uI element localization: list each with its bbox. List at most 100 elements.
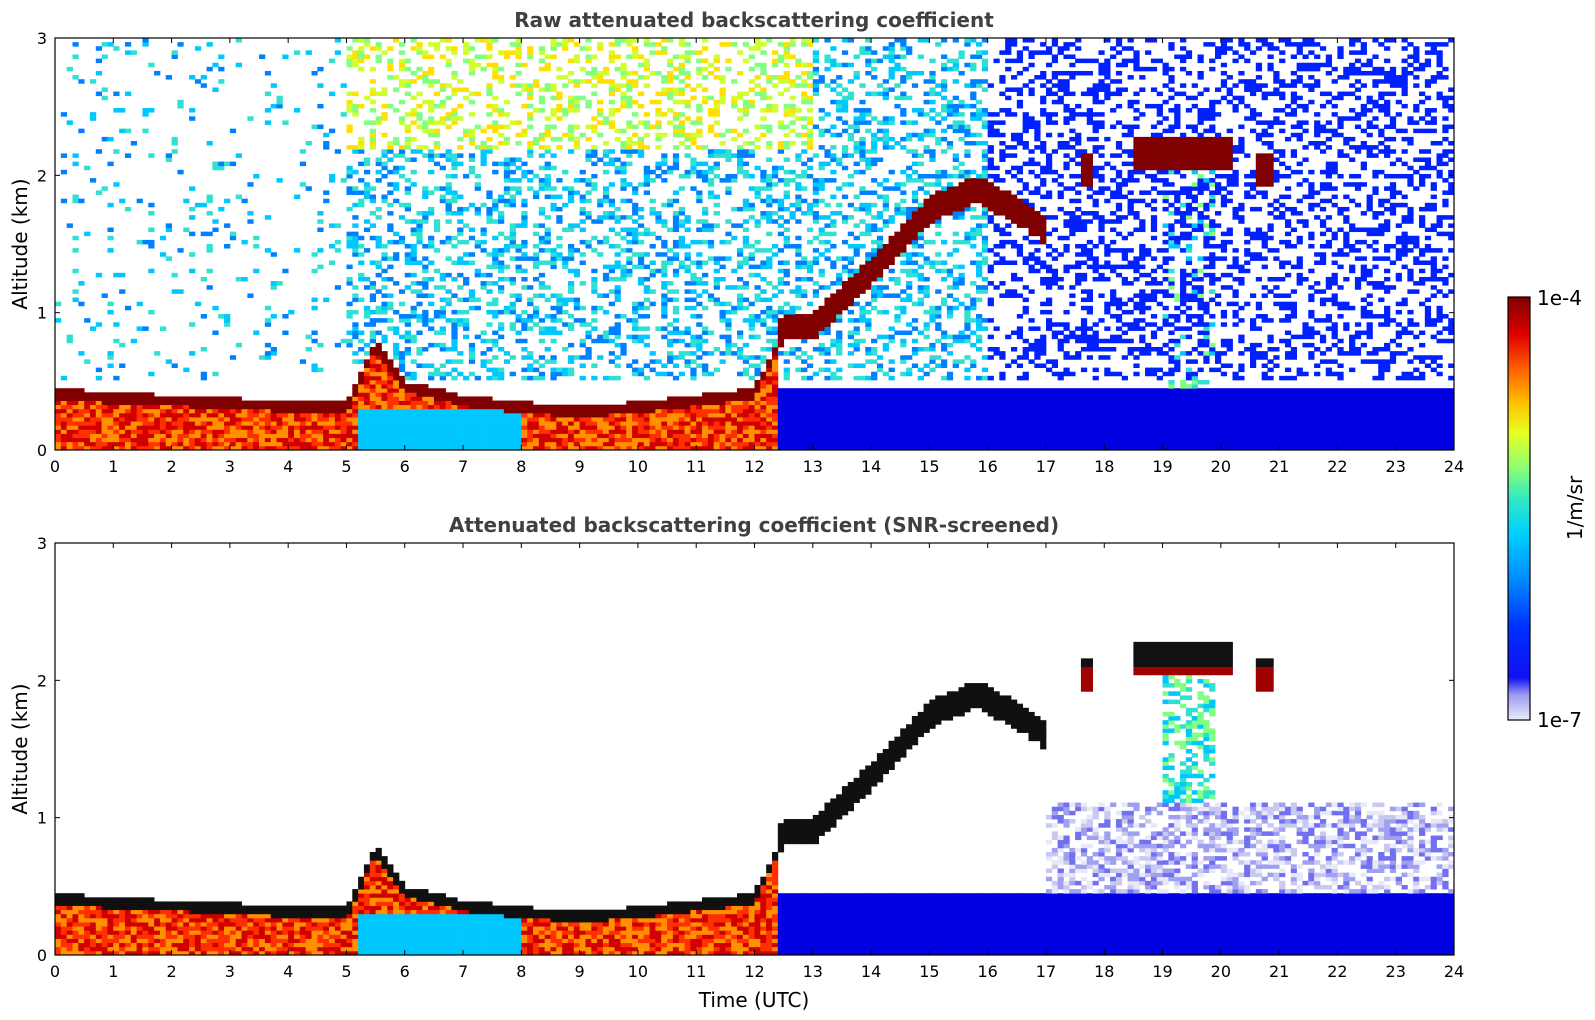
heatmap-cell <box>521 128 528 134</box>
heatmap-cell <box>585 445 592 450</box>
heatmap-cell <box>719 437 726 443</box>
heatmap-cell <box>101 441 108 447</box>
heatmap-cell <box>107 202 114 208</box>
heatmap-cell <box>544 412 551 418</box>
heatmap-cell <box>358 58 365 64</box>
heatmap-cell <box>550 112 557 117</box>
heatmap-cell <box>503 248 511 253</box>
heatmap-cell <box>702 178 709 183</box>
heatmap-cell <box>702 272 709 278</box>
heatmap-cell <box>422 429 429 434</box>
heatmap-cell <box>124 417 132 422</box>
heatmap-cell <box>387 149 394 154</box>
heatmap-cell <box>795 421 802 426</box>
heatmap-cell <box>346 169 353 175</box>
heatmap-cell <box>509 309 516 315</box>
heatmap-cell <box>247 445 254 450</box>
heatmap-cell <box>672 404 680 410</box>
heatmap-cell <box>684 50 691 55</box>
heatmap-cell <box>818 408 825 414</box>
heatmap-cell <box>801 173 808 179</box>
heatmap-cell <box>818 392 825 397</box>
heatmap-cell <box>725 186 732 191</box>
heatmap-cell <box>439 371 446 377</box>
heatmap-cell <box>737 425 744 430</box>
heatmap-cell <box>760 91 767 97</box>
heatmap-cell <box>859 412 866 418</box>
heatmap-cell <box>661 46 668 51</box>
heatmap-cell <box>433 408 441 414</box>
heatmap-cell <box>766 157 773 162</box>
heatmap-cell <box>742 141 750 146</box>
heatmap-cell <box>486 42 493 47</box>
heatmap-cell <box>492 198 499 204</box>
heatmap-cell <box>235 417 242 422</box>
heatmap-cell <box>200 441 207 447</box>
heatmap-cell <box>177 408 184 414</box>
heatmap-cell <box>760 42 767 47</box>
heatmap-cell <box>608 198 615 204</box>
heatmap-cell <box>795 285 802 290</box>
heatmap-cell <box>480 330 487 336</box>
heatmap-cell <box>538 326 546 331</box>
heatmap-cell <box>806 116 814 121</box>
heatmap-cell <box>119 289 126 294</box>
heatmap-cell <box>538 95 546 101</box>
heatmap-cell <box>544 83 551 88</box>
heatmap-cell <box>451 400 458 406</box>
heatmap-cell <box>72 404 79 410</box>
heatmap-cell <box>369 145 376 150</box>
heatmap-cell <box>562 186 569 191</box>
heatmap-cell <box>672 363 680 368</box>
heatmap-cell <box>363 42 371 47</box>
heatmap-cell <box>375 363 382 368</box>
heatmap-cell <box>672 429 680 434</box>
heatmap-cell <box>492 264 499 270</box>
heatmap-cell <box>387 190 394 195</box>
heatmap-cell <box>241 445 248 450</box>
heatmap-cell <box>521 215 528 220</box>
heatmap-cell <box>381 425 388 430</box>
heatmap-cell <box>801 83 808 88</box>
heatmap-cell <box>468 165 476 171</box>
heatmap-cell <box>672 425 680 430</box>
heatmap-cell <box>637 256 645 261</box>
heatmap-cell <box>451 153 458 158</box>
heatmap-cell <box>398 145 406 150</box>
heatmap-cell <box>795 400 802 406</box>
heatmap-cell <box>643 227 650 233</box>
heatmap-cell <box>492 235 499 241</box>
heatmap-cell <box>358 54 365 59</box>
heatmap-cell <box>352 404 359 410</box>
heatmap-cell <box>632 400 639 406</box>
heatmap-cell <box>643 363 650 368</box>
heatmap-cell <box>294 433 301 439</box>
heatmap-cell <box>428 371 435 377</box>
heatmap-cell <box>387 379 394 385</box>
heatmap-cell <box>754 145 761 150</box>
heatmap-cell <box>795 194 802 200</box>
heatmap-cell <box>742 239 750 245</box>
heatmap-cell <box>830 211 837 216</box>
heatmap-cell <box>404 441 411 447</box>
heatmap-cell <box>498 194 505 200</box>
heatmap-cell <box>404 206 411 212</box>
heatmap-cell <box>620 161 627 167</box>
heatmap-cell <box>480 408 487 414</box>
heatmap-cell <box>859 285 866 290</box>
heatmap-cell <box>725 347 732 352</box>
heatmap-cell <box>579 239 586 245</box>
heatmap-cell <box>428 396 435 401</box>
heatmap-cell <box>363 305 371 311</box>
heatmap-cell <box>328 244 336 249</box>
heatmap-cell <box>865 351 872 356</box>
heatmap-cell <box>707 108 715 113</box>
heatmap-cell <box>498 252 505 257</box>
heatmap-cell <box>387 46 394 51</box>
heatmap-cell <box>363 408 371 414</box>
heatmap-cell <box>363 388 371 393</box>
heatmap-cell <box>515 50 522 55</box>
heatmap-cell <box>702 169 709 175</box>
heatmap-cell <box>649 42 656 47</box>
heatmap-cell <box>632 231 639 237</box>
